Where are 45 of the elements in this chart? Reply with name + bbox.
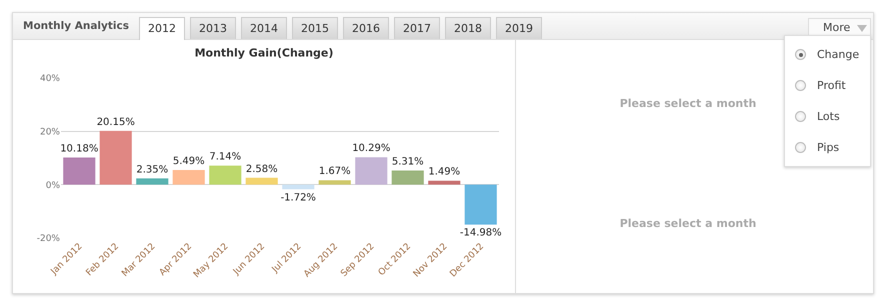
bar [209, 166, 242, 185]
text: 2014 [241, 17, 287, 39]
text: Change [817, 48, 860, 62]
bar [392, 170, 424, 185]
chart-title: Monthly Gain(Change) [194, 46, 334, 60]
bar [355, 157, 388, 185]
text: More [808, 18, 871, 36]
text: Please select a month [618, 97, 758, 110]
y-tick-label: 40% [40, 74, 60, 84]
data-label: 10.29% [352, 143, 390, 154]
bar [282, 184, 314, 190]
data-label: 1.67% [318, 166, 351, 178]
text: 2018 [445, 17, 491, 39]
text: Monthly Analytics [23, 20, 129, 32]
data-label: -14.98% [460, 228, 502, 239]
text: Profit [817, 79, 846, 93]
data-label: 7.14% [209, 152, 242, 163]
bar [63, 158, 96, 185]
text: Lots [817, 110, 840, 124]
bar [136, 178, 168, 185]
data-label: 1.49% [428, 166, 460, 178]
y-tick-label: 0% [46, 180, 60, 191]
text: 2015 [292, 17, 338, 39]
bar [246, 178, 278, 185]
text: 2019 [496, 17, 542, 39]
text: 2012 [139, 17, 185, 40]
bar [464, 184, 497, 225]
data-label: 2.35% [136, 164, 168, 176]
text: 2016 [343, 17, 389, 39]
y-tick-label: 20% [40, 127, 60, 138]
bar [318, 180, 351, 185]
bar [428, 180, 460, 185]
y-tick-label: -20% [36, 234, 60, 244]
text: 2013 [190, 17, 236, 39]
data-label: 20.15% [96, 116, 135, 128]
data-label: -1.72% [280, 192, 316, 204]
data-label: 5.49% [172, 156, 205, 168]
text: Pips [817, 141, 840, 155]
data-label: 10.18% [60, 144, 98, 155]
text: Please select a month [618, 217, 758, 230]
data-label: 5.31% [392, 156, 424, 168]
bar [100, 130, 132, 185]
bar [172, 170, 205, 185]
text: 2017 [394, 17, 440, 39]
data-label: 2.58% [246, 164, 278, 175]
